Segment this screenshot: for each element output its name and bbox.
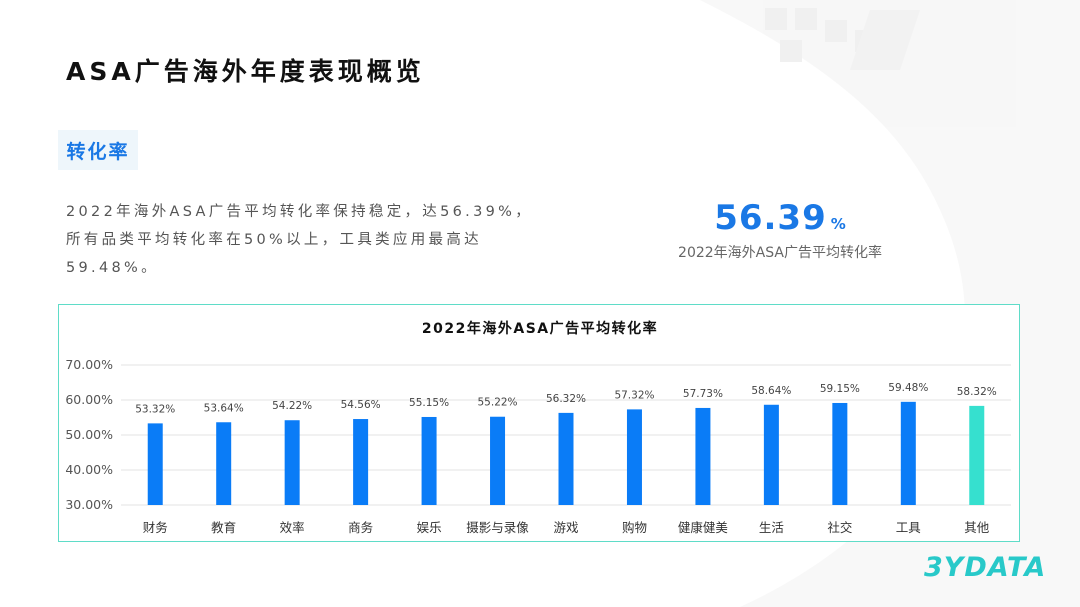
x-tick-label: 社交 (827, 520, 852, 535)
brand-logo-text: 3YDATA (924, 552, 1047, 583)
kpi-caption: 2022年海外ASA广告平均转化率 (678, 245, 882, 261)
x-tick-label: 效率 (280, 520, 305, 535)
x-tick-label: 娱乐 (417, 520, 442, 535)
bar (969, 405, 985, 505)
y-tick-label: 70.00% (65, 357, 113, 372)
data-label: 59.15% (820, 383, 860, 395)
bar-chart: 2022年海外ASA广告平均转化率 30.00% 40.00% 50.00% 60.0… (65, 320, 1011, 535)
description-text: 2022年海外ASA广告平均转化率保持稳定，达56.39%， 所有品类平均转化率… (66, 198, 566, 282)
y-tick-label: 30.00% (65, 497, 113, 512)
data-label: 54.22% (272, 400, 312, 412)
chart-title: 2022年海外ASA广告平均转化率 (422, 320, 658, 337)
bar (695, 407, 711, 505)
x-tick-label: 健康健美 (678, 520, 728, 535)
data-label: 53.32% (135, 403, 175, 415)
chart-container: 2022年海外ASA广告平均转化率 30.00% 40.00% 50.00% 60.0… (58, 304, 1020, 542)
bar (900, 401, 916, 505)
bar (216, 422, 232, 505)
data-label: 57.32% (614, 389, 654, 401)
x-tick-label: 教育 (211, 520, 236, 535)
bar (832, 402, 848, 505)
description-line: 所有品类平均转化率在50%以上，工具类应用最高达 (66, 232, 482, 248)
bar (763, 404, 779, 505)
x-tick-label: 生活 (759, 520, 784, 535)
data-label: 57.73% (683, 388, 723, 400)
bar (147, 423, 163, 505)
kpi-average-conversion: 56.39% 2022年海外ASA广告平均转化率 (640, 198, 920, 262)
data-label: 59.48% (888, 382, 928, 394)
data-label: 54.56% (341, 399, 381, 411)
description-line: 59.48%。 (66, 260, 159, 276)
x-tick-label: 游戏 (553, 520, 578, 535)
bar (558, 412, 574, 505)
data-label: 58.64% (751, 385, 791, 397)
bar (421, 416, 437, 505)
section-tag-label: 转化率 (66, 140, 130, 163)
data-label: 53.64% (204, 402, 244, 414)
x-tick-label: 财务 (143, 520, 168, 535)
data-label: 56.32% (546, 393, 586, 405)
brand-logo: 3YDATA (924, 552, 1046, 583)
y-tick-label: 60.00% (65, 392, 113, 407)
bar (490, 416, 506, 505)
x-tick-label: 购物 (622, 520, 647, 535)
data-label: 55.22% (478, 397, 518, 409)
description-line: 2022年海外ASA广告平均转化率保持稳定，达56.39%， (66, 204, 533, 220)
data-label: 58.32% (957, 386, 997, 398)
kpi-value: 56.39 (714, 198, 827, 238)
x-tick-label: 商务 (348, 520, 373, 535)
bar (284, 420, 300, 505)
data-label: 55.15% (409, 397, 449, 409)
y-tick-label: 40.00% (65, 462, 113, 477)
x-tick-label: 摄影与录像 (466, 520, 529, 535)
kpi-unit: % (830, 215, 846, 233)
x-tick-label: 其他 (964, 520, 990, 535)
bar (626, 409, 642, 505)
page-title: ASA广告海外年度表现概览 (66, 57, 425, 86)
y-tick-label: 50.00% (65, 427, 113, 442)
bar (353, 419, 369, 505)
x-tick-label: 工具 (896, 520, 922, 535)
section-tag-conversion-rate: 转化率 (58, 130, 138, 170)
